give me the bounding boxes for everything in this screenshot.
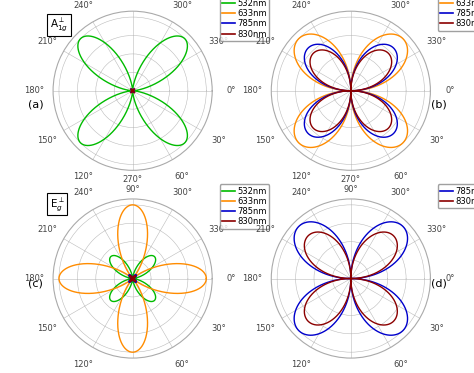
Text: (a): (a) [28, 100, 43, 109]
Legend: 532nm, 633nm, 785nm, 830nm: 532nm, 633nm, 785nm, 830nm [219, 0, 269, 41]
Legend: 785nm, 830nm: 785nm, 830nm [438, 184, 474, 208]
Text: (c): (c) [28, 279, 43, 288]
Text: $\mathrm{E}_{g}^{\perp}$: $\mathrm{E}_{g}^{\perp}$ [50, 196, 64, 213]
Legend: 633nm, 785nm, 830nm: 633nm, 785nm, 830nm [438, 0, 474, 31]
Text: (d): (d) [430, 279, 447, 288]
Text: $\mathrm{A}_{1g}^{\perp}$: $\mathrm{A}_{1g}^{\perp}$ [50, 17, 68, 34]
Legend: 532nm, 633nm, 785nm, 830nm: 532nm, 633nm, 785nm, 830nm [219, 184, 269, 229]
Text: (b): (b) [430, 100, 447, 109]
